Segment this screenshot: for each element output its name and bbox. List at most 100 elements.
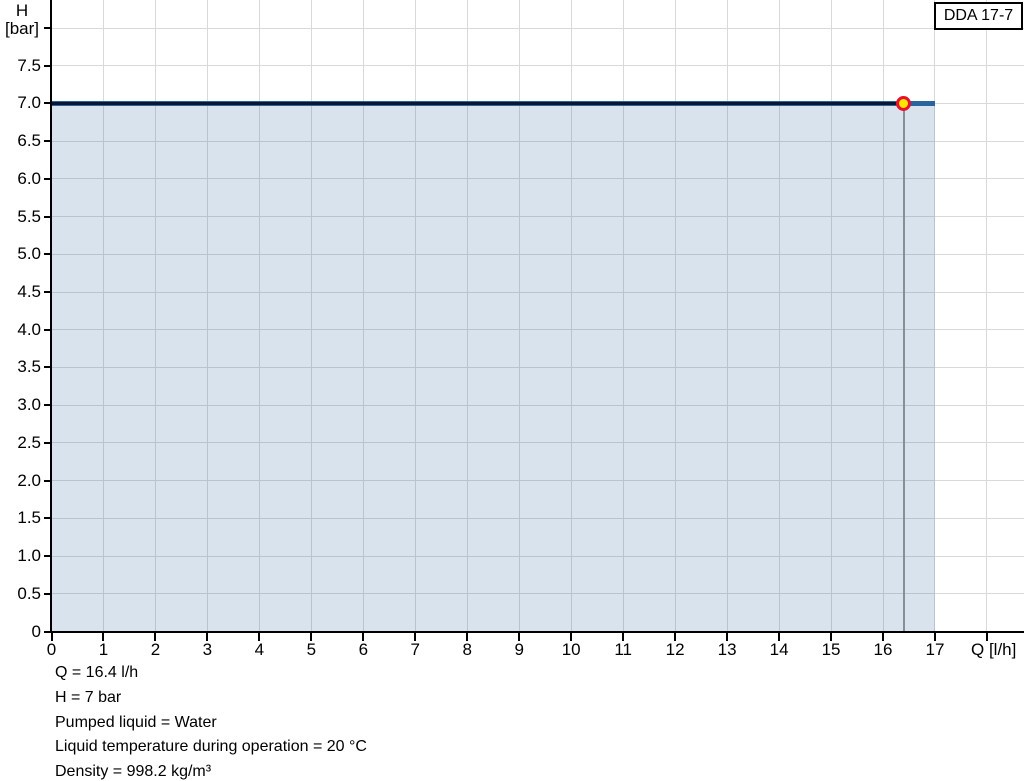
x-tick-label: 4 [254, 640, 265, 659]
gridline-vertical [934, 0, 936, 632]
duty-point-marker[interactable] [896, 95, 912, 111]
x-tick-label: 5 [306, 640, 317, 659]
x-axis-tick [518, 632, 521, 641]
x-axis-tick [985, 632, 988, 641]
y-axis-title-unit: [bar] [4, 19, 40, 38]
gridline-vertical [310, 0, 312, 632]
x-axis-tick [310, 632, 313, 641]
y-tick-label: 5.5 [17, 206, 41, 226]
y-tick-label: 6.5 [17, 131, 41, 151]
x-axis-tick [830, 632, 833, 641]
x-tick-label: 1 [98, 640, 109, 659]
y-tick-label: 1.0 [17, 546, 41, 566]
x-axis-tick [50, 632, 53, 641]
x-tick-label: 6 [358, 640, 369, 659]
gridline-horizontal [51, 253, 1024, 255]
operating-conditions-block: Q = 16.4 l/h H = 7 bar Pumped liquid = W… [55, 661, 367, 781]
y-axis-tick [44, 479, 51, 482]
gridline-vertical [362, 0, 364, 632]
x-tick-label: 10 [561, 640, 581, 659]
gridline-vertical [986, 0, 988, 632]
x-tick-label: 8 [462, 640, 472, 659]
gridline-vertical [882, 0, 884, 632]
y-axis-tick [44, 291, 51, 294]
gridline-horizontal [51, 593, 1024, 595]
duty-point-dropline [903, 103, 905, 632]
gridline-horizontal [51, 65, 1024, 67]
gridline-horizontal [51, 291, 1024, 293]
y-axis-tick [44, 27, 51, 30]
allowed-operating-area [51, 103, 935, 632]
x-tick-label: 7 [410, 640, 421, 659]
y-tick-label: 5.0 [17, 244, 41, 264]
x-tick-label: 0 [46, 640, 57, 659]
gridline-vertical [466, 0, 468, 632]
y-axis-tick [44, 441, 51, 444]
x-tick-label: 16 [873, 640, 893, 659]
y-axis-tick [44, 555, 51, 558]
y-axis-tick [44, 592, 51, 595]
x-axis-tick [362, 632, 365, 641]
x-tick-label: 13 [717, 640, 737, 659]
x-axis-tick [570, 632, 573, 641]
gridline-vertical [570, 0, 572, 632]
info-line-density: Density = 998.2 kg/m³ [55, 763, 212, 781]
gridline-horizontal [51, 555, 1024, 557]
x-tick-label: 15 [821, 640, 841, 659]
gridline-horizontal [51, 404, 1024, 406]
y-axis-tick [44, 215, 51, 218]
y-tick-label: 7.0 [17, 93, 41, 113]
y-axis-tick [44, 517, 51, 520]
pump-curve-core [51, 101, 904, 105]
gridline-vertical [102, 0, 104, 632]
x-axis-tick [778, 632, 781, 641]
gridline-horizontal [51, 517, 1024, 519]
x-axis-tick [466, 632, 469, 641]
gridline-vertical [154, 0, 156, 632]
y-axis-line [50, 0, 52, 633]
y-tick-label: 1.5 [17, 508, 41, 528]
x-axis-tick [414, 632, 417, 641]
x-tick-label: 17 [925, 640, 945, 659]
pump-model-badge: DDA 17-7 [934, 2, 1023, 30]
gridline-vertical [674, 0, 676, 632]
gridline-horizontal [51, 480, 1024, 482]
gridline-horizontal [51, 329, 1024, 331]
gridline-vertical [258, 0, 260, 632]
x-axis-tick [933, 632, 936, 641]
x-tick-label: 2 [150, 640, 161, 659]
x-axis-tick [622, 632, 625, 641]
gridline-horizontal [51, 442, 1024, 444]
gridline-horizontal [51, 366, 1024, 368]
gridline-horizontal [51, 27, 1024, 29]
info-line-flow: Q = 16.4 l/h [55, 664, 139, 681]
gridline-vertical [622, 0, 624, 632]
x-axis-tick [154, 632, 157, 641]
y-tick-label: 6.0 [17, 168, 41, 188]
y-axis-title-h: H [15, 1, 29, 20]
y-axis-tick [44, 404, 51, 407]
x-tick-label: 14 [769, 640, 789, 659]
x-tick-label: 9 [514, 640, 524, 659]
y-axis-tick [44, 102, 51, 105]
gridline-vertical [518, 0, 520, 632]
x-tick-label: 11 [614, 640, 632, 659]
y-tick-label: 4.0 [17, 319, 41, 339]
y-axis-tick [44, 64, 51, 67]
info-line-head: H = 7 bar [55, 688, 122, 706]
y-axis-tick [44, 177, 51, 180]
y-tick-label: 0.5 [17, 583, 41, 603]
y-tick-label: 0 [31, 621, 41, 641]
x-axis-line [50, 630, 1024, 633]
info-line-liquid: Pumped liquid = Water [55, 713, 217, 731]
gridline-vertical [206, 0, 208, 632]
y-tick-label: 7.5 [17, 55, 41, 75]
x-axis-tick [258, 632, 261, 641]
y-tick-label: 3.5 [17, 357, 41, 377]
x-axis-tick [726, 632, 729, 641]
x-tick-label: 3 [202, 640, 213, 659]
x-axis-tick [882, 632, 885, 641]
y-axis-tick [44, 253, 51, 256]
